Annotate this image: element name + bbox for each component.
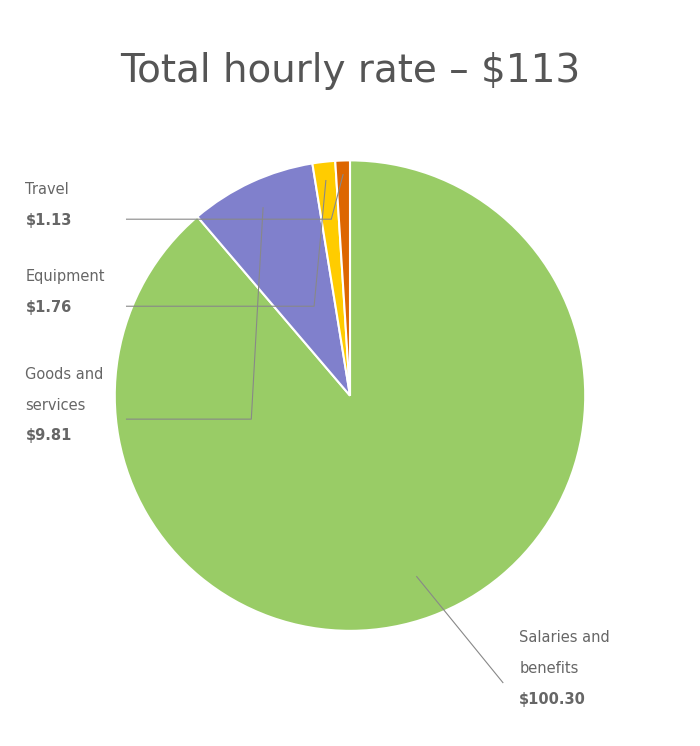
Text: Goods and: Goods and [25,367,104,382]
Text: Salaries and: Salaries and [519,630,610,645]
Wedge shape [312,161,350,395]
Text: Equipment: Equipment [25,269,105,284]
Wedge shape [335,160,350,395]
Text: Total hourly rate – $113: Total hourly rate – $113 [120,52,580,90]
Text: $100.30: $100.30 [519,692,586,706]
Text: $1.76: $1.76 [25,300,71,315]
Wedge shape [115,160,585,631]
Text: benefits: benefits [519,661,579,676]
Text: $1.13: $1.13 [25,213,72,228]
Text: Travel: Travel [25,182,69,197]
Text: services: services [25,398,86,413]
Text: $9.81: $9.81 [25,428,72,443]
Wedge shape [197,163,350,395]
